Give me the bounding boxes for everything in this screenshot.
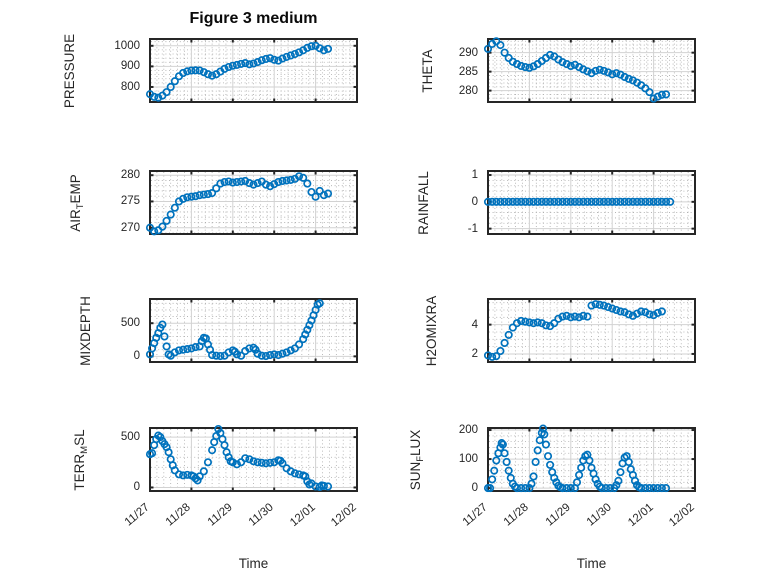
air-temp-ytick-label: 270 bbox=[120, 221, 140, 234]
subplot-air-temp bbox=[145, 170, 358, 236]
theta-ytick-label: 285 bbox=[458, 65, 478, 78]
axes-box bbox=[149, 38, 358, 103]
air-temp-series bbox=[145, 172, 333, 236]
terr-msl-ylabel: TERRMSL bbox=[72, 428, 90, 491]
air-temp-ytick-label: 280 bbox=[120, 169, 140, 182]
mixdepth-ytick-label: 500 bbox=[120, 317, 140, 330]
figure-title: Figure 3 medium bbox=[189, 10, 318, 27]
sun-flux-ytick-label: 200 bbox=[458, 424, 478, 437]
h2omixra-ytick-label: 4 bbox=[471, 318, 478, 331]
sun-flux-series bbox=[483, 424, 671, 493]
sun-flux-ylabel: SUNFLUX bbox=[408, 429, 426, 490]
pressure-ytick-label: 900 bbox=[120, 60, 140, 73]
time-axis-label: Time bbox=[238, 556, 269, 571]
terr-msl-ytick-label: 500 bbox=[120, 431, 140, 444]
pressure-series bbox=[145, 41, 333, 102]
subplot-mixdepth bbox=[145, 298, 358, 363]
sun-flux-ytick-label: 0 bbox=[471, 482, 478, 495]
pressure-ytick-label: 800 bbox=[120, 80, 140, 93]
h2omixra-ylabel: H2OMIXRA bbox=[424, 295, 439, 366]
subplot-theta bbox=[483, 37, 696, 103]
terr-msl-ytick-label: 0 bbox=[133, 481, 140, 494]
axes-box bbox=[149, 427, 358, 492]
h2omixra-ytick-label: 2 bbox=[471, 347, 478, 360]
theta-ytick-label: 290 bbox=[458, 46, 478, 59]
subplot-pressure bbox=[145, 38, 358, 103]
mixdepth-series bbox=[145, 299, 324, 361]
h2omixra-series bbox=[483, 300, 666, 361]
rainfall-series bbox=[483, 197, 675, 206]
axes-box bbox=[487, 38, 696, 103]
subplot-sun-flux bbox=[483, 424, 696, 493]
axes-box bbox=[487, 298, 696, 363]
terr-msl-series bbox=[145, 424, 333, 492]
mixdepth-ytick-label: 0 bbox=[133, 350, 140, 363]
air-temp-ytick-label: 275 bbox=[120, 195, 140, 208]
time-axis-label: Time bbox=[576, 556, 607, 571]
sun-flux-ytick-label: 100 bbox=[458, 453, 478, 466]
rainfall-ytick-label: 0 bbox=[471, 195, 478, 208]
rainfall-ytick-label: -1 bbox=[467, 222, 478, 235]
axes-box bbox=[487, 170, 696, 235]
axes-box bbox=[149, 170, 358, 235]
theta-series bbox=[483, 37, 671, 103]
subplot-terr-msl bbox=[145, 424, 358, 492]
subplot-h2omixra bbox=[483, 298, 696, 363]
theta-ytick-label: 280 bbox=[458, 84, 478, 97]
axes-box bbox=[149, 298, 358, 363]
rainfall-ytick-label: 1 bbox=[471, 169, 478, 182]
subplot-rainfall bbox=[483, 170, 696, 235]
pressure-ytick-label: 1000 bbox=[114, 39, 140, 52]
